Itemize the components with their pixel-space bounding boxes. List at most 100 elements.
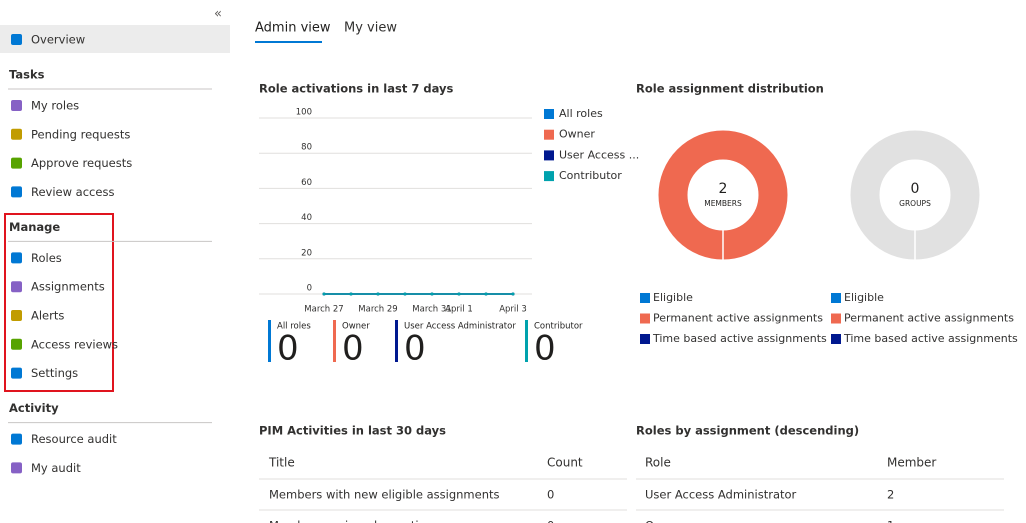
data-point: [403, 292, 407, 296]
data-point: [457, 292, 461, 296]
legend-swatch: [544, 150, 554, 161]
tab[interactable]: My view: [344, 21, 397, 36]
tab[interactable]: Admin view: [255, 21, 331, 36]
nav-item[interactable]: Settings: [31, 366, 78, 380]
nav-item[interactable]: Approve requests: [31, 156, 132, 170]
chart-title: Role assignment distribution: [636, 82, 824, 96]
y-tick-label: 40: [301, 213, 312, 223]
nav-item[interactable]: Pending requests: [31, 127, 130, 141]
x-tick-label: April 3: [499, 305, 527, 315]
total-value: 0: [277, 329, 299, 369]
legend-swatch: [544, 171, 554, 182]
nav-icon: [11, 281, 22, 293]
nav-icon: [11, 367, 22, 379]
nav-item[interactable]: My roles: [31, 99, 79, 113]
legend-swatch: [831, 293, 841, 303]
nav-item[interactable]: Alerts: [31, 309, 64, 323]
column-header: Role: [645, 456, 671, 470]
nav-item[interactable]: Resource audit: [31, 432, 117, 446]
section-header: Manage: [9, 220, 60, 234]
column-header: Count: [547, 456, 583, 470]
legend-swatch: [831, 313, 841, 324]
nav-icon: [11, 433, 22, 445]
total-label: All roles: [277, 322, 311, 332]
chart-title: Role activations in last 7 days: [259, 82, 453, 96]
nav-icon: [11, 34, 22, 45]
nav-icon: [11, 128, 22, 140]
table-title: PIM Activities in last 30 days: [259, 424, 446, 438]
legend-swatch: [544, 129, 554, 140]
data-point: [349, 292, 353, 296]
data-point: [430, 292, 434, 296]
data-point: [376, 292, 380, 296]
table-cell: 2: [887, 488, 894, 502]
table-cell: User Access Administrator: [645, 488, 797, 502]
legend-swatch: [640, 313, 650, 324]
table-cell: Members with new eligible assignments: [269, 488, 500, 502]
nav-icon: [11, 338, 22, 350]
legend-label: All roles: [559, 107, 603, 120]
selected-row: [0, 25, 230, 53]
total-label: Owner: [342, 322, 370, 332]
nav-item[interactable]: My audit: [31, 461, 81, 475]
nav-icon: [11, 462, 22, 474]
legend-label: Permanent active assignments: [844, 312, 1014, 325]
nav-item[interactable]: Roles: [31, 251, 62, 265]
table-cell: Owner: [645, 519, 683, 523]
nav-item[interactable]: Access reviews: [31, 337, 118, 351]
x-tick-label: March 31: [412, 305, 451, 315]
donut-value: 0: [911, 181, 920, 197]
nav-icon: [11, 186, 22, 198]
total-value: 0: [534, 329, 556, 369]
y-tick-label: 0: [307, 284, 312, 294]
data-point: [322, 292, 326, 296]
collapse-button[interactable]: «: [214, 7, 222, 22]
legend-swatch: [544, 109, 554, 119]
legend-swatch: [640, 293, 650, 303]
legend-label: User Access ...: [559, 148, 639, 161]
y-tick-label: 20: [301, 248, 312, 258]
legend-label: Eligible: [844, 291, 884, 304]
total-bar: [525, 320, 528, 362]
data-point: [484, 292, 488, 296]
nav-item[interactable]: Overview: [31, 33, 85, 47]
legend-label: Eligible: [653, 291, 693, 304]
total-label: User Access Administrator: [404, 322, 516, 332]
total-value: 0: [404, 329, 426, 369]
donut-label: GROUPS: [899, 199, 931, 208]
section-header: Tasks: [9, 68, 45, 82]
total-label: Contributor: [534, 322, 583, 332]
data-point: [511, 292, 515, 296]
x-tick-label: April 1: [445, 305, 473, 315]
legend-swatch: [831, 334, 841, 344]
total-bar: [395, 320, 398, 362]
legend-label: Owner: [559, 128, 595, 141]
donut-value: 2: [719, 181, 728, 197]
column-header: Member: [887, 456, 936, 470]
legend-label: Permanent active assignments: [653, 312, 823, 325]
total-value: 0: [342, 329, 364, 369]
total-bar: [268, 320, 271, 362]
highlight-box: [4, 213, 114, 392]
column-header: Title: [268, 456, 295, 470]
legend-label: Time based active assignments: [843, 332, 1018, 345]
x-tick-label: March 27: [304, 305, 343, 315]
nav-icon: [11, 310, 22, 321]
nav-item[interactable]: Assignments: [31, 280, 105, 294]
table-cell: 0: [547, 519, 554, 523]
y-tick-label: 80: [301, 143, 312, 153]
table-cell: 0: [547, 488, 554, 502]
nav-item[interactable]: Review access: [31, 185, 114, 199]
nav-icon: [11, 252, 22, 264]
legend-swatch: [640, 334, 650, 344]
section-header: Activity: [9, 401, 59, 415]
table-cell: 1: [887, 519, 894, 523]
table-title: Roles by assignment (descending): [636, 424, 859, 438]
donut-label: MEMBERS: [704, 199, 742, 208]
y-tick-label: 60: [301, 178, 312, 188]
table-cell: Members assigned as active: [269, 519, 432, 523]
legend-label: Time based active assignments: [652, 332, 827, 345]
total-bar: [333, 320, 336, 362]
nav-icon: [11, 157, 22, 169]
